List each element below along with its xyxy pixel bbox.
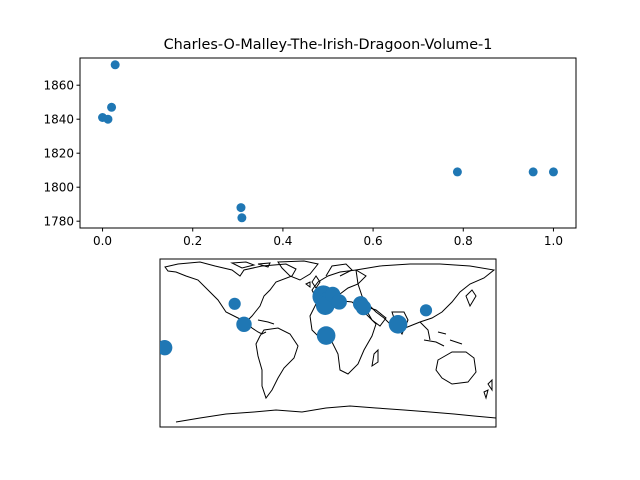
map-points [160, 285, 433, 356]
x-axis-ticks: 0.0 0.2 0.4 0.6 0.8 1.0 [93, 228, 563, 248]
map-point [355, 299, 372, 316]
map-point [388, 315, 408, 334]
coastline-south-america [255, 327, 299, 400]
scatter-point [236, 203, 246, 213]
y-tick-label: 1800 [43, 180, 74, 194]
y-tick-label: 1860 [43, 78, 74, 92]
world-map-chart [159, 258, 497, 428]
y-tick-label: 1780 [43, 214, 74, 228]
scatter-point [452, 167, 462, 177]
map-point [160, 339, 173, 356]
chart-title: Charles-O-Malley-The-Irish-Dragoon-Volum… [164, 37, 493, 53]
coastline-madagascar [371, 348, 379, 368]
scatter-point [528, 167, 538, 177]
scatter-chart: Charles-O-Malley-The-Irish-Dragoon-Volum… [43, 37, 577, 248]
scatter-point [103, 114, 113, 124]
x-tick-label: 0.4 [273, 234, 292, 248]
scatter-point [237, 213, 247, 223]
map-point [228, 297, 241, 310]
coastline-arctic-islands [230, 261, 271, 269]
y-axis-ticks: 1780 1800 1820 1840 1860 [43, 78, 80, 228]
coastline-new-zealand [483, 378, 493, 400]
coastline-greenland [277, 260, 319, 281]
x-tick-label: 0.0 [93, 234, 112, 248]
coastline-arabia [362, 305, 387, 327]
scatter-point [110, 60, 120, 70]
map-point [316, 326, 336, 345]
y-tick-label: 1840 [43, 112, 74, 126]
coastline-antarctica [175, 405, 496, 423]
coastline-australia [435, 351, 477, 385]
y-tick-label: 1820 [43, 146, 74, 160]
scatter-point [548, 167, 558, 177]
scatter-points [98, 60, 558, 223]
map-point [419, 304, 433, 317]
coastline-north-america [164, 261, 297, 323]
map-point [236, 316, 252, 333]
x-tick-label: 1.0 [544, 234, 563, 248]
scatter-point [107, 102, 117, 112]
coastline-asia [355, 263, 496, 331]
coastline-scandinavia [325, 263, 353, 277]
x-tick-label: 0.2 [183, 234, 202, 248]
x-tick-label: 0.6 [364, 234, 383, 248]
map-point [331, 294, 347, 310]
coastline-british-isles [305, 275, 321, 289]
x-tick-label: 0.8 [454, 234, 473, 248]
scatter-plot-frame [79, 57, 577, 229]
coastline-southeast-asia [419, 321, 463, 347]
coastline-cuba [257, 319, 275, 325]
coastlines [164, 260, 496, 423]
coastline-japan [465, 289, 477, 308]
